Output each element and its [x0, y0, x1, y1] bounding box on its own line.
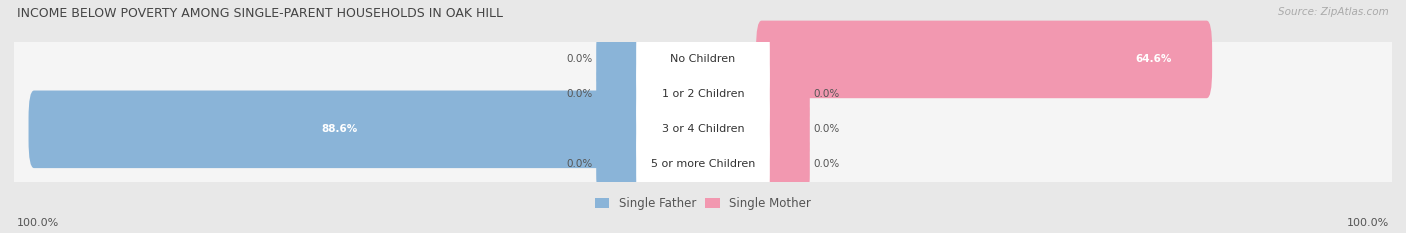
FancyBboxPatch shape — [758, 101, 810, 158]
Text: 1 or 2 Children: 1 or 2 Children — [662, 89, 744, 99]
Text: 64.6%: 64.6% — [1135, 55, 1171, 64]
FancyBboxPatch shape — [636, 42, 770, 147]
FancyBboxPatch shape — [13, 95, 1393, 164]
Text: 0.0%: 0.0% — [567, 159, 593, 169]
Text: 100.0%: 100.0% — [1347, 218, 1389, 228]
Text: INCOME BELOW POVERTY AMONG SINGLE-PARENT HOUSEHOLDS IN OAK HILL: INCOME BELOW POVERTY AMONG SINGLE-PARENT… — [17, 7, 503, 20]
Text: 3 or 4 Children: 3 or 4 Children — [662, 124, 744, 134]
FancyBboxPatch shape — [13, 25, 1393, 94]
FancyBboxPatch shape — [596, 66, 648, 123]
FancyBboxPatch shape — [636, 7, 770, 112]
Text: 0.0%: 0.0% — [567, 55, 593, 64]
Text: 100.0%: 100.0% — [17, 218, 59, 228]
FancyBboxPatch shape — [596, 31, 648, 88]
Legend: Single Father, Single Mother: Single Father, Single Mother — [591, 192, 815, 215]
Text: 88.6%: 88.6% — [321, 124, 357, 134]
Text: 0.0%: 0.0% — [567, 89, 593, 99]
FancyBboxPatch shape — [13, 130, 1393, 199]
Text: No Children: No Children — [671, 55, 735, 64]
Text: Source: ZipAtlas.com: Source: ZipAtlas.com — [1278, 7, 1389, 17]
Text: 5 or more Children: 5 or more Children — [651, 159, 755, 169]
FancyBboxPatch shape — [756, 21, 1212, 98]
FancyBboxPatch shape — [28, 90, 650, 168]
FancyBboxPatch shape — [758, 136, 810, 192]
FancyBboxPatch shape — [596, 136, 648, 192]
Text: 0.0%: 0.0% — [813, 159, 839, 169]
FancyBboxPatch shape — [636, 76, 770, 182]
Text: 0.0%: 0.0% — [813, 124, 839, 134]
FancyBboxPatch shape — [13, 60, 1393, 129]
Text: 0.0%: 0.0% — [813, 89, 839, 99]
FancyBboxPatch shape — [758, 66, 810, 123]
FancyBboxPatch shape — [636, 112, 770, 217]
